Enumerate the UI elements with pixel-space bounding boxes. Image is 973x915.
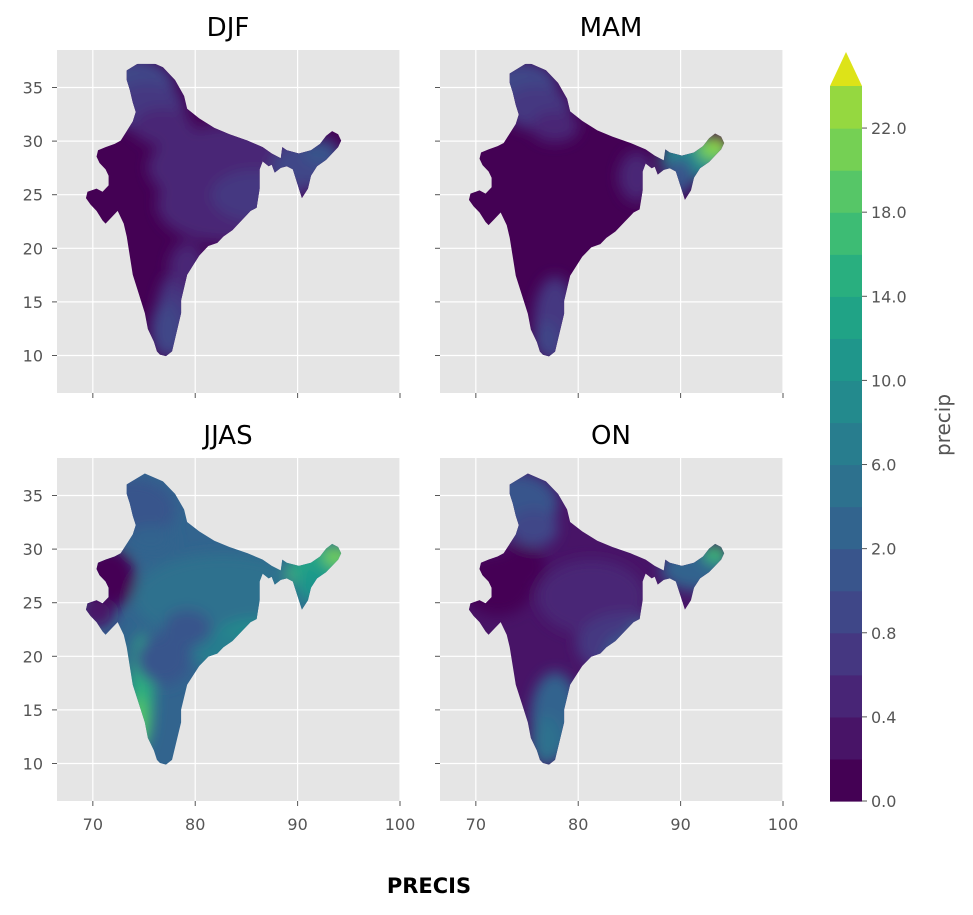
y-tick-label: 35 [23, 79, 43, 98]
colorbar-bin [830, 548, 862, 592]
x-tick-label: 80 [185, 815, 205, 834]
colorbar-bin [830, 86, 862, 129]
colorbar-tick-label: 0.4 [871, 708, 896, 727]
y-tick-label: 10 [23, 754, 43, 773]
y-tick-label: 35 [23, 487, 43, 506]
colorbar-bin [830, 212, 862, 255]
panel-title-jjas: JJAS [201, 421, 252, 451]
y-tick-label: 25 [23, 594, 43, 613]
y-tick-label: 20 [23, 647, 43, 666]
colorbar-bin [830, 590, 862, 634]
precip-blotch [126, 525, 176, 557]
panel-on: 70 80 90 100 [435, 458, 798, 834]
colorbar-tick-label: 6.0 [871, 456, 896, 475]
colorbar-label: precip [931, 394, 955, 456]
x-tick-label: 70 [466, 815, 486, 834]
precip-blotch [533, 320, 559, 357]
panel-title-djf: DJF [207, 13, 250, 43]
colorbar: 0.0 0.4 0.8 2.0 6.0 10.0 14.0 18.0 22.0 [830, 52, 907, 811]
panel-djf: 10 15 20 25 30 35 [23, 50, 401, 398]
y-tick-label: 20 [23, 239, 43, 258]
y-tick-label: 30 [23, 540, 43, 559]
colorbar-tick-label: 22.0 [871, 119, 907, 138]
colorbar-tick-label: 14.0 [871, 287, 907, 306]
colorbar-tick-label: 2.0 [871, 540, 896, 559]
colorbar-bin [830, 506, 862, 550]
colorbar-tick-label: 10.0 [871, 371, 907, 390]
y-tick-label: 30 [23, 132, 43, 151]
precip-blotch [530, 110, 580, 143]
colorbar-bin [830, 464, 862, 508]
colorbar-bin [830, 170, 862, 213]
panel-mam [435, 50, 784, 398]
precip-blotch [150, 301, 182, 357]
precip-blotch [135, 634, 191, 685]
y-tick-label: 25 [23, 186, 43, 205]
x-tick-label: 90 [287, 815, 307, 834]
panel-title-on: ON [591, 421, 631, 451]
x-tick-label: 80 [568, 815, 588, 834]
x-tick-label: 100 [768, 815, 799, 834]
colorbar-bin [830, 758, 862, 802]
colorbar-bin [830, 674, 862, 718]
colorbar-bin [830, 380, 862, 424]
colorbar-bin [830, 338, 862, 382]
colorbar-bin [830, 422, 862, 466]
precip-blotch [497, 543, 546, 588]
x-tick-label: 70 [83, 815, 103, 834]
colorbar-bin [830, 128, 862, 171]
y-tick-label: 10 [23, 346, 43, 365]
colorbar-bin [830, 296, 862, 339]
precip-blotch [162, 609, 212, 648]
colorbar-bin [830, 254, 862, 297]
precip-blotch [530, 716, 562, 765]
panel-title-mam: MAM [580, 13, 643, 43]
y-tick-label: 15 [23, 293, 43, 312]
x-tick-label: 90 [670, 815, 690, 834]
panel-jjas: 10 15 20 25 30 35 70 80 90 100 [23, 458, 416, 834]
precip-blotch [509, 509, 559, 548]
x-tick-label: 100 [385, 815, 416, 834]
y-tick-label: 15 [23, 701, 43, 720]
colorbar-tick-label: 0.8 [871, 624, 896, 643]
figure-suptitle: PRECIS [387, 874, 471, 898]
colorbar-bin [830, 632, 862, 676]
colorbar-tick-label: 0.0 [871, 792, 896, 811]
colorbar-tick-label: 18.0 [871, 203, 907, 222]
colorbar-extend-arrow [830, 52, 862, 86]
colorbar-bin [830, 716, 862, 760]
